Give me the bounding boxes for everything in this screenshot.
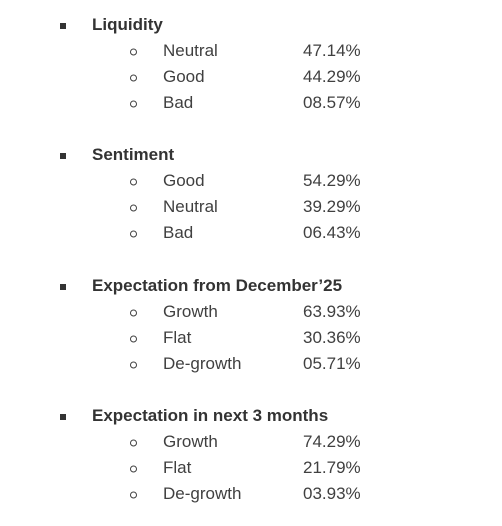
- item-label: Neutral: [163, 41, 218, 60]
- section-heading: Sentiment: [92, 145, 175, 165]
- item-label: Neutral: [163, 197, 218, 217]
- item-label: Growth: [163, 431, 218, 451]
- item-label: Flat: [163, 327, 192, 347]
- item-value: 54.29%: [303, 171, 361, 191]
- item-value: 03.93%: [303, 483, 361, 503]
- square-bullet: [60, 23, 66, 29]
- item-value: 39.29%: [303, 197, 361, 217]
- circle-bullet: [130, 178, 137, 186]
- item-value: 21.79%: [303, 457, 361, 477]
- section-heading: Expectation in next 3 months: [92, 405, 329, 425]
- item-label: De-growth: [163, 353, 242, 373]
- item-value: 74.29%: [303, 431, 361, 451]
- item-value: 05.71%: [303, 353, 361, 373]
- circle-bullet: [130, 230, 137, 238]
- section-heading: Expectation from December’25: [92, 275, 343, 295]
- circle-bullet: [130, 74, 137, 82]
- item-label: Growth: [163, 301, 218, 321]
- item-label: De-growth: [163, 483, 242, 503]
- circle-bullet: [130, 48, 137, 56]
- item-label: Good: [163, 171, 205, 191]
- circle-bullet: [130, 309, 137, 317]
- item-label: Bad: [163, 223, 194, 243]
- item-value: 08.57%: [303, 93, 361, 112]
- square-bullet: [60, 413, 66, 420]
- item-value: 44.29%: [303, 67, 361, 86]
- item-value: 30.36%: [303, 327, 361, 347]
- square-bullet: [60, 283, 66, 290]
- circle-bullet: [130, 491, 137, 499]
- circle-bullet: [130, 204, 137, 212]
- item-label: Good: [163, 67, 205, 86]
- square-bullet: [60, 153, 66, 160]
- circle-bullet: [130, 361, 137, 369]
- circle-bullet: [130, 465, 137, 473]
- circle-bullet: [130, 100, 137, 108]
- item-label: Flat: [163, 457, 192, 477]
- item-label: Bad: [163, 93, 194, 112]
- circle-bullet: [130, 335, 137, 343]
- item-value: 06.43%: [303, 223, 361, 243]
- circle-bullet: [130, 439, 137, 447]
- section-heading: Liquidity: [92, 15, 163, 34]
- item-value: 63.93%: [303, 301, 361, 321]
- item-value: 47.14%: [303, 41, 361, 60]
